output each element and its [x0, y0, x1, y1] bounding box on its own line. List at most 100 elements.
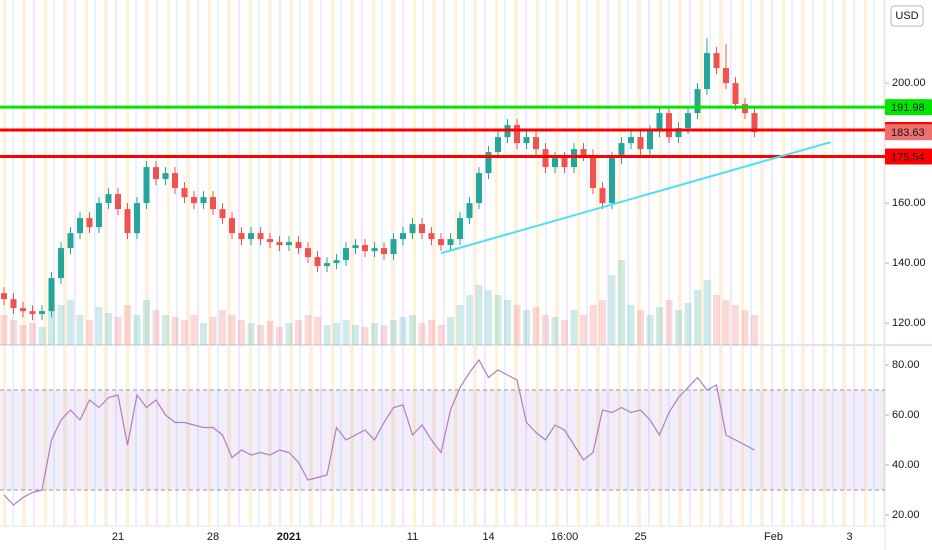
- volume-bar: [10, 320, 17, 345]
- x-tick-label: 16:00: [551, 531, 579, 543]
- volume-bar: [409, 315, 416, 345]
- volume-bar: [143, 300, 150, 345]
- candle-body: [10, 299, 17, 309]
- volume-bar: [276, 327, 283, 345]
- x-tick-label: 2021: [277, 531, 301, 543]
- candle-body: [685, 113, 691, 129]
- volume-bar: [513, 305, 521, 345]
- candle-body: [257, 233, 264, 240]
- rsi-line: [3, 358, 755, 506]
- candle-body: [48, 278, 55, 312]
- volume-bar: [665, 300, 673, 345]
- volume-bar: [209, 317, 217, 345]
- candle-body: [124, 209, 131, 234]
- volume-bar: [627, 305, 635, 345]
- volume-bar: [599, 300, 606, 345]
- volume-bar: [523, 310, 530, 345]
- volume-bar: [447, 317, 454, 345]
- candle-body: [580, 149, 587, 156]
- rsi-tick-label: 40.00: [892, 459, 920, 471]
- volume-bar: [694, 290, 701, 345]
- candle-body: [172, 173, 178, 189]
- candle-body: [628, 137, 634, 144]
- volume-bar: [95, 307, 103, 345]
- volume-bar: [114, 317, 122, 345]
- level-label: 191.98: [891, 102, 925, 114]
- candle-body: [542, 149, 549, 168]
- x-tick-label: 14: [482, 531, 494, 543]
- currency-box[interactable]: [890, 5, 924, 27]
- last-price-tag: [885, 124, 932, 141]
- volume-bar: [418, 323, 426, 345]
- volume-bar: [656, 307, 663, 345]
- level-label: 175.54: [891, 151, 925, 163]
- volume-bar: [247, 323, 255, 345]
- volume-bar: [380, 325, 388, 345]
- volume-bar: [0, 315, 8, 345]
- candle-body: [1, 293, 7, 300]
- volume-bar: [361, 327, 369, 345]
- candle-body: [58, 248, 64, 279]
- volume-bar: [580, 315, 587, 345]
- volume-bar: [722, 300, 730, 345]
- x-tick-label: Feb: [764, 531, 783, 543]
- candle-body: [618, 143, 625, 159]
- volume-bar: [608, 275, 616, 345]
- candle-body: [533, 137, 539, 150]
- candle-body: [200, 197, 207, 204]
- candle-body: [162, 173, 169, 180]
- level-tag: [885, 148, 932, 165]
- candle-body: [238, 233, 245, 240]
- volume-bar: [295, 320, 302, 345]
- candle-body: [409, 224, 416, 234]
- volume-bar: [38, 327, 46, 345]
- candle-body: [514, 125, 520, 144]
- candle-body: [115, 194, 121, 210]
- candle-body: [713, 53, 720, 69]
- x-tick-label: 3: [846, 531, 852, 543]
- candle-body: [694, 89, 701, 114]
- x-tick-label: 21: [112, 531, 124, 543]
- candle-body: [105, 194, 112, 204]
- volume-bar: [333, 323, 340, 345]
- volume-bar: [181, 320, 188, 345]
- candle-body: [523, 137, 530, 144]
- volume-bar: [266, 321, 274, 345]
- volume-bar: [646, 315, 654, 345]
- rsi-tick-label: 20.00: [892, 509, 920, 521]
- x-tick-label: 25: [634, 531, 646, 543]
- volume-bar: [475, 285, 483, 345]
- volume-bar: [352, 325, 359, 345]
- volume-bar: [570, 310, 578, 345]
- volume-bar: [19, 325, 27, 345]
- volume-bar: [228, 315, 236, 345]
- volume-bar: [76, 315, 84, 345]
- volume-bar: [86, 320, 93, 345]
- candle-body: [495, 137, 501, 153]
- candle-body: [561, 158, 568, 168]
- volume-bar: [219, 310, 226, 345]
- trendline: [440, 141, 831, 255]
- candle-body: [314, 257, 321, 267]
- currency-label[interactable]: USD: [895, 10, 918, 22]
- candle-body: [134, 203, 140, 234]
- volume-bar: [741, 310, 749, 345]
- candle-body: [704, 53, 710, 90]
- rsi-tick-label: 60.00: [892, 409, 920, 421]
- candle-body: [210, 197, 216, 210]
- volume-bar: [561, 320, 568, 345]
- volume-bar: [390, 320, 397, 345]
- volume-bar: [48, 310, 55, 345]
- volume-bar: [371, 323, 378, 345]
- candle-body: [20, 308, 26, 312]
- candle-body: [751, 113, 758, 133]
- candle-body: [390, 239, 397, 255]
- candle-body: [723, 68, 729, 84]
- rsi-band: [0, 390, 885, 490]
- candle-body: [29, 311, 36, 315]
- volume-bar: [485, 290, 492, 345]
- volume-bar: [105, 313, 112, 345]
- rsi-tick-label: 80.00: [892, 359, 920, 371]
- rsi-layer: [0, 358, 885, 506]
